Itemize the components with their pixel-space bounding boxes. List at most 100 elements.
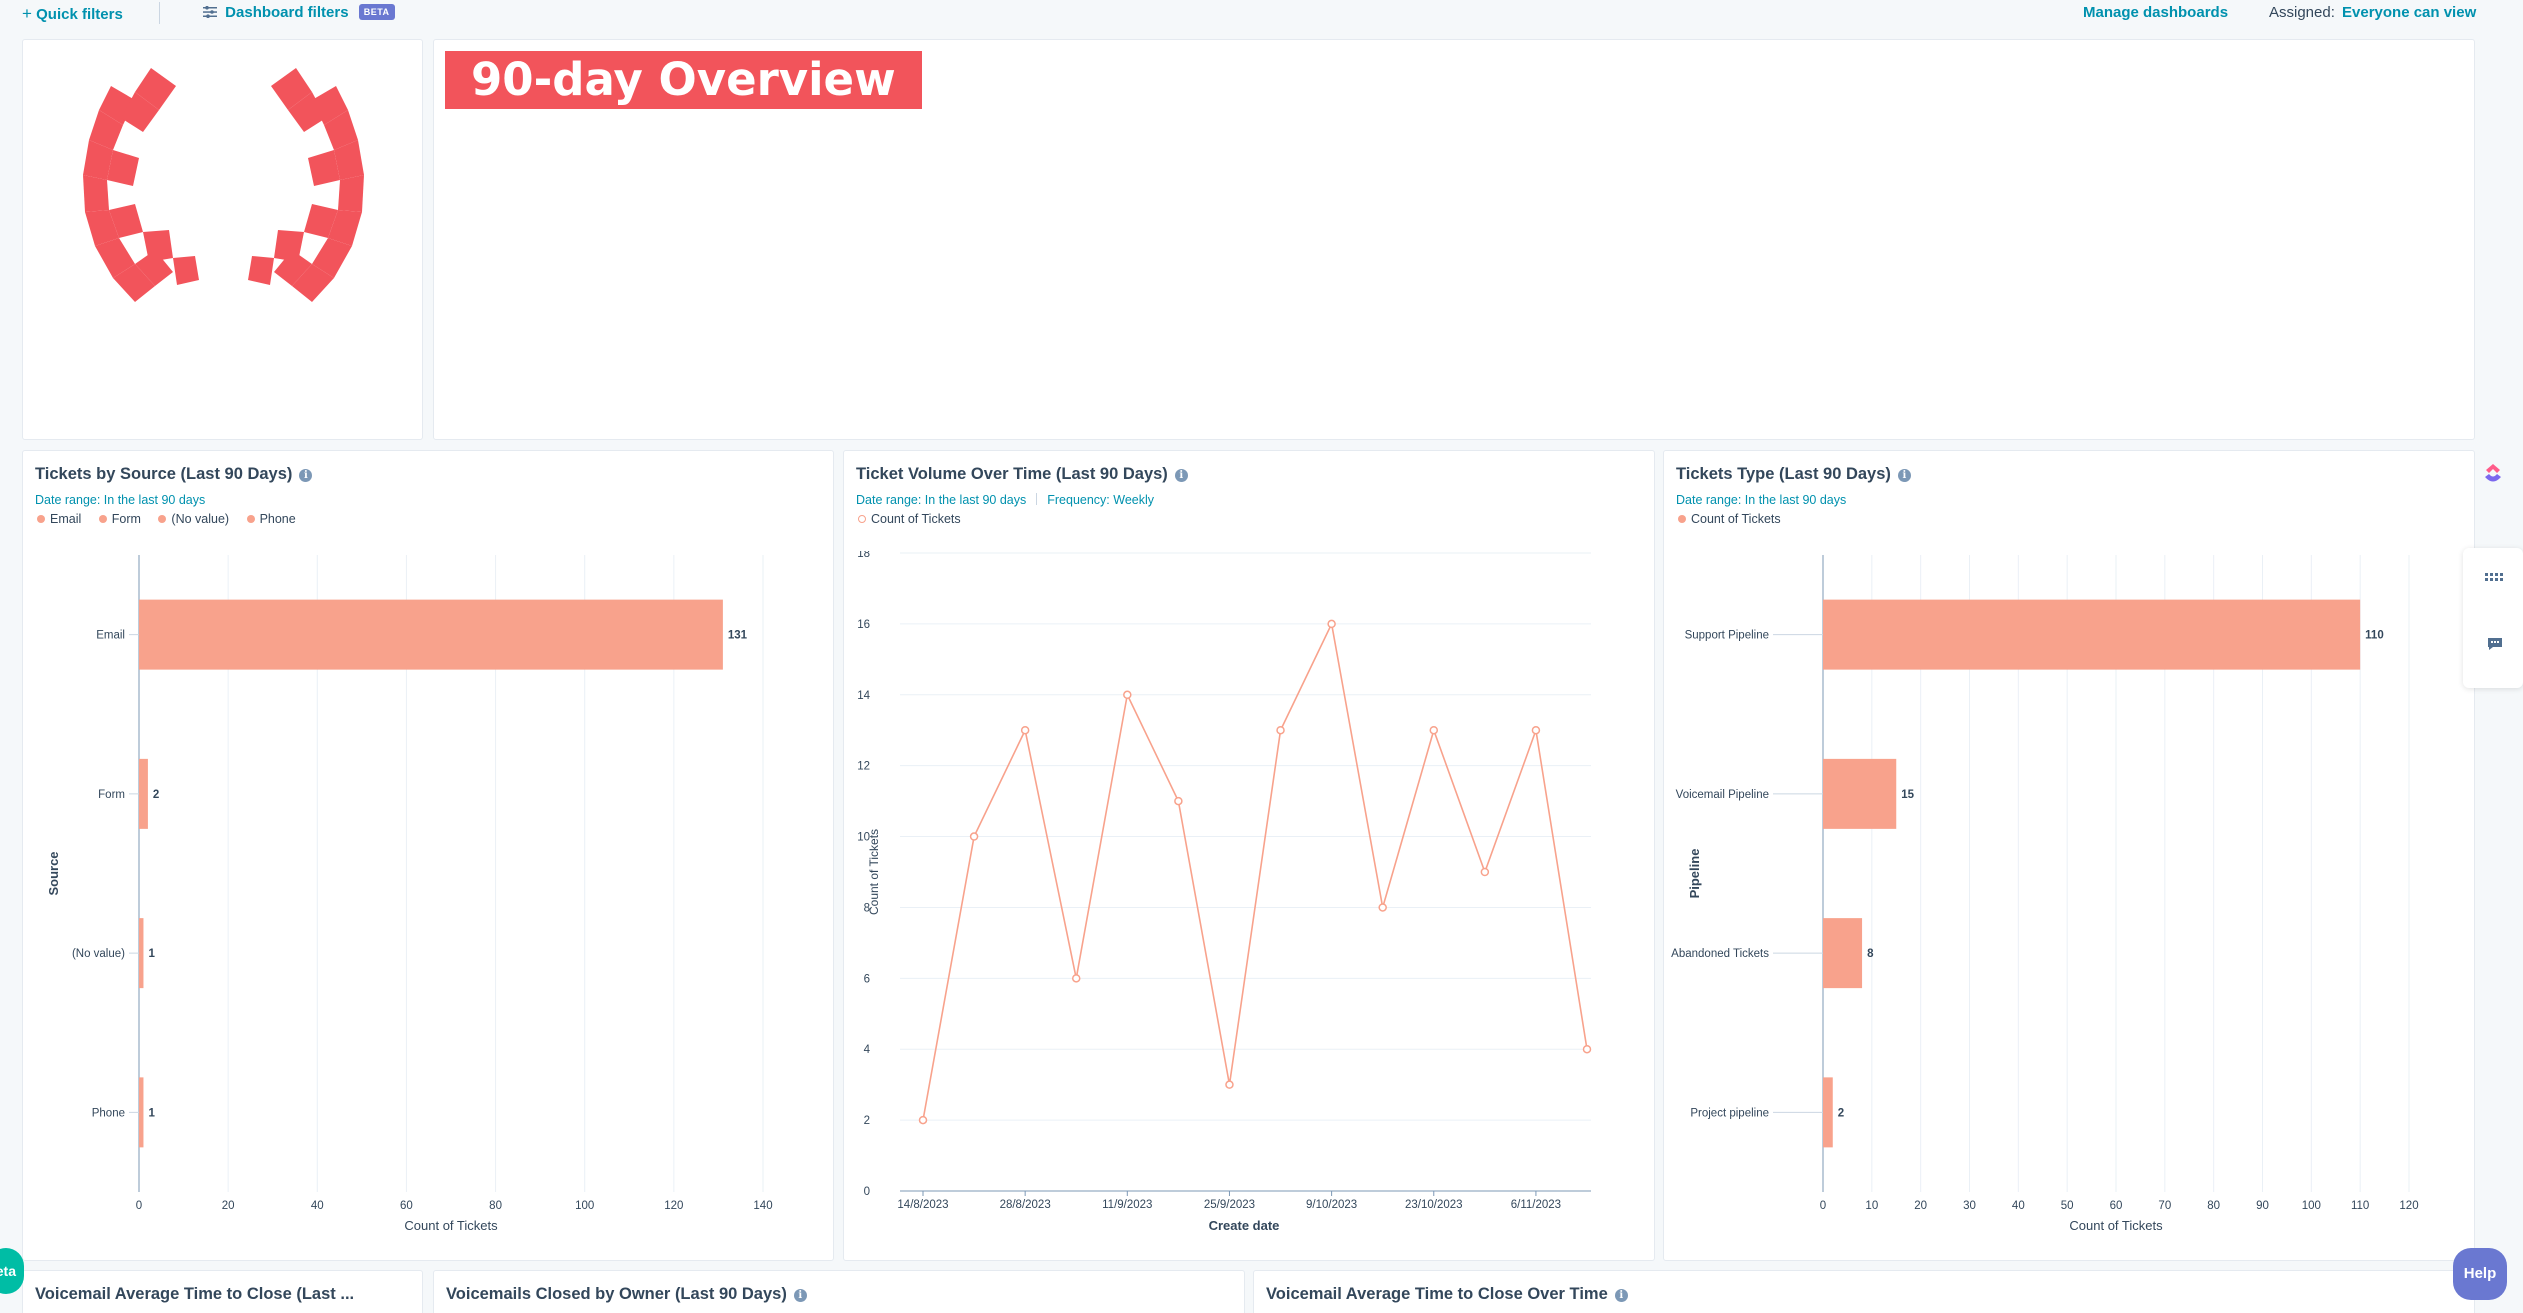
category-label: Voicemail Pipeline bbox=[1676, 789, 1769, 801]
toolbar-divider bbox=[159, 2, 160, 24]
voicemails-closed-card: Voicemails Closed by Owner (Last 90 Days… bbox=[433, 1270, 1245, 1313]
side-toolbar bbox=[2463, 548, 2523, 688]
tickets-type-chart: 0 10 20 30 40 50 60 70 80 90 100 110 120 Support Pipe… bbox=[1671, 555, 2419, 1233]
legend-label: Count of Tickets bbox=[871, 512, 961, 526]
voicemail-avg-time-title: Voicemail Average Time to Close (Last ..… bbox=[35, 1285, 355, 1303]
plus-icon: + bbox=[22, 4, 32, 23]
bar bbox=[1823, 758, 1897, 829]
apps-grid-icon[interactable] bbox=[2485, 570, 2505, 581]
x-tick-label: 60 bbox=[2110, 1200, 2123, 1212]
x-tick-label: 60 bbox=[400, 1200, 413, 1212]
date-range-label[interactable]: Date range: In the last 90 days bbox=[856, 493, 1027, 507]
x-tick-label: 100 bbox=[575, 1200, 594, 1212]
quick-filters-button[interactable]: + Quick filters bbox=[22, 4, 123, 24]
y-tick-label: 6 bbox=[864, 973, 870, 985]
x-tick-label: 100 bbox=[2302, 1200, 2321, 1212]
x-tick-label: 50 bbox=[2061, 1200, 2074, 1212]
category-label: (No value) bbox=[72, 948, 125, 960]
data-point bbox=[1582, 1044, 1592, 1054]
brand-logo bbox=[83, 68, 364, 302]
x-tick-label: 11/9/2023 bbox=[1102, 1199, 1152, 1211]
data-point bbox=[1276, 725, 1285, 735]
assigned-label: Assigned: bbox=[2269, 4, 2335, 21]
y-tick-label: 2 bbox=[864, 1115, 870, 1127]
dashboard-filters-button[interactable]: Dashboard filters BETA bbox=[203, 4, 395, 21]
x-axis-title: Count of Tickets bbox=[2069, 1218, 2163, 1233]
bar bbox=[1823, 1077, 1833, 1148]
x-tick-label: 23/10/2023 bbox=[1405, 1199, 1463, 1211]
bar bbox=[139, 758, 148, 829]
chart-legend: Count of Tickets bbox=[858, 512, 975, 526]
card-title[interactable]: Tickets by Source (Last 90 Days) i bbox=[35, 465, 313, 484]
chart-legend: Count of Tickets bbox=[1678, 512, 1795, 526]
x-axis-title: Create date bbox=[1209, 1218, 1280, 1233]
legend-label: (No value) bbox=[171, 512, 230, 526]
x-tick-label: 30 bbox=[1963, 1200, 1976, 1212]
card-title[interactable]: Voicemail Average Time to Close (Last ..… bbox=[35, 1285, 354, 1304]
legend-label: Email bbox=[50, 512, 82, 526]
beta-feedback-tab[interactable]: eta bbox=[0, 1248, 24, 1294]
x-tick-label: 20 bbox=[222, 1200, 235, 1212]
quick-filters-label: Quick filters bbox=[36, 6, 123, 23]
x-tick-label: 0 bbox=[1820, 1200, 1826, 1212]
x-tick-label: 0 bbox=[136, 1200, 142, 1212]
x-axis-title: Count of Tickets bbox=[404, 1218, 498, 1233]
data-label: 1 bbox=[148, 948, 155, 960]
card-title[interactable]: Ticket Volume Over Time (Last 90 Days) i bbox=[856, 465, 1188, 484]
tickets-by-source-card: Tickets by Source (Last 90 Days) i Date r… bbox=[22, 450, 834, 1261]
x-tick-label: 40 bbox=[2012, 1200, 2025, 1212]
info-icon[interactable]: i bbox=[1614, 1289, 1628, 1302]
legend-dot-icon bbox=[858, 515, 866, 523]
card-title[interactable]: Tickets Type (Last 90 Days) i bbox=[1676, 465, 1911, 484]
clickup-icon[interactable] bbox=[2480, 460, 2506, 486]
y-tick-label: 16 bbox=[857, 619, 870, 631]
info-icon[interactable]: i bbox=[1897, 469, 1911, 482]
x-tick-label: 6/11/2023 bbox=[1511, 1199, 1561, 1211]
beta-badge: BETA bbox=[358, 4, 395, 20]
legend-item-phone[interactable]: Phone bbox=[246, 512, 296, 526]
x-tick-label: 120 bbox=[2399, 1200, 2418, 1212]
legend-item-email[interactable]: Email bbox=[37, 512, 81, 526]
x-tick-label: 70 bbox=[2158, 1200, 2171, 1212]
legend-item-form[interactable]: Form bbox=[98, 512, 141, 526]
y-tick-label: 0 bbox=[864, 1186, 870, 1198]
date-range-label[interactable]: Date range: In the last 90 days bbox=[1676, 493, 1847, 507]
data-point bbox=[1531, 725, 1541, 735]
y-tick-label: 12 bbox=[857, 761, 870, 773]
dashboard-filters-label: Dashboard filters bbox=[225, 4, 349, 21]
legend-dot-icon bbox=[246, 515, 255, 523]
x-tick-label: 10 bbox=[1865, 1200, 1878, 1212]
info-icon[interactable]: i bbox=[1174, 469, 1188, 482]
logo-card bbox=[22, 39, 423, 440]
legend-dot-icon bbox=[37, 515, 45, 523]
info-icon[interactable]: i bbox=[299, 469, 313, 482]
help-button[interactable]: Help bbox=[2453, 1248, 2507, 1300]
bar bbox=[1823, 599, 2361, 670]
y-axis-title: Pipeline bbox=[1687, 849, 1702, 899]
voicemail-avg-time-card: Voicemail Average Time to Close (Last ..… bbox=[22, 1270, 423, 1313]
date-range-label[interactable]: Date range: In the last 90 days bbox=[35, 493, 206, 507]
data-label: 2 bbox=[153, 789, 159, 801]
overview-text-card: 90-day Overview bbox=[433, 39, 2475, 440]
legend-item-count[interactable]: Count of Tickets bbox=[1678, 512, 1781, 526]
legend-item-no-value[interactable]: (No value) bbox=[158, 512, 229, 526]
category-label: Abandoned Tickets bbox=[1671, 948, 1769, 960]
data-point bbox=[1480, 867, 1490, 877]
card-title[interactable]: Voicemails Closed by Owner (Last 90 Days… bbox=[446, 1285, 807, 1304]
info-icon[interactable]: i bbox=[793, 1289, 807, 1302]
manage-dashboards-link[interactable]: Manage dashboards bbox=[2083, 4, 2229, 21]
legend-label: Phone bbox=[259, 512, 296, 526]
x-tick-label: 80 bbox=[2207, 1200, 2220, 1212]
legend-item-count[interactable]: Count of Tickets bbox=[858, 512, 961, 526]
chat-icon[interactable] bbox=[2487, 636, 2503, 652]
data-point bbox=[1123, 690, 1132, 700]
legend-dot-icon bbox=[98, 515, 107, 523]
data-point bbox=[918, 1115, 928, 1125]
frequency-label[interactable]: Frequency: Weekly bbox=[1047, 493, 1155, 507]
card-title[interactable]: Voicemail Average Time to Close Over Tim… bbox=[1266, 1285, 1628, 1304]
x-tick-label: 120 bbox=[664, 1200, 683, 1212]
voicemails-closed-title: Voicemails Closed by Owner (Last 90 Days… bbox=[446, 1285, 787, 1303]
assigned-visibility-link[interactable]: Everyone can view bbox=[2342, 4, 2477, 21]
series-line bbox=[922, 621, 1588, 1121]
meta-divider bbox=[1036, 493, 1038, 505]
